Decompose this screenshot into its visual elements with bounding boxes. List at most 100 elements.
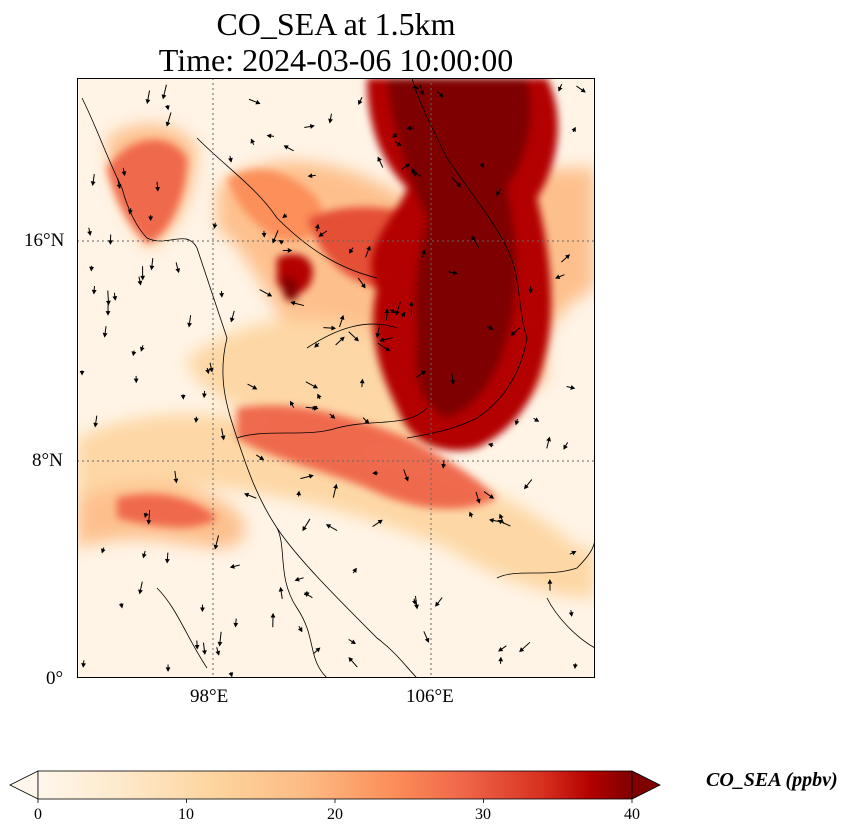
lat-tick-8n: 8°N: [32, 450, 63, 471]
wind-arrow-head: [330, 413, 336, 419]
wind-arrow-head: [372, 470, 377, 476]
wind-arrow-head: [400, 311, 406, 317]
wind-arrow-head: [339, 314, 345, 321]
wind-arrow-head: [312, 384, 319, 389]
wind-arrow-head: [499, 513, 504, 519]
wind-arrow-head: [580, 87, 586, 93]
wind-arrow-head: [421, 249, 426, 255]
wind-arrow-head: [331, 325, 337, 331]
wind-arrow-head: [252, 385, 258, 390]
wind-arrow-head: [90, 181, 96, 187]
wind-arrow-head: [180, 394, 186, 400]
figure-title-line1: CO_SEA at 1.5km: [216, 6, 456, 42]
wind-arrow-head: [487, 442, 493, 448]
wind-arrow-head: [93, 422, 99, 428]
wind-arrow-head: [333, 483, 338, 489]
wind-arrow-head: [488, 518, 494, 523]
wind-arrow-head: [108, 240, 113, 245]
wind-arrow-head: [424, 637, 430, 643]
wind-arrow-head: [105, 300, 111, 306]
wind-arrow-head: [215, 650, 221, 656]
wind-arrow-head: [438, 92, 444, 98]
wind-arrow-head: [229, 564, 235, 569]
wind-arrow-head: [272, 238, 277, 244]
wind-arrow-head: [421, 370, 427, 376]
wind-arrow-head: [435, 601, 440, 607]
figure-title-line2: Time: 2024-03-06 10:00:00: [158, 42, 514, 78]
wind-arrow-head: [570, 385, 576, 390]
wind-arrow-head: [261, 232, 267, 238]
colorbar-tick-0: 0: [34, 806, 42, 823]
wind-arrow-head: [350, 639, 356, 645]
lon-tick-106e: 106°E: [406, 686, 454, 707]
wind-arrow-head: [468, 511, 474, 517]
wind-arrow-head: [377, 156, 382, 162]
wind-arrow-head: [479, 162, 484, 168]
wind-arrow-head: [572, 664, 578, 669]
wind-arrow-head: [89, 266, 95, 272]
wind-arrow-head: [267, 292, 273, 297]
wind-arrow-head: [219, 292, 225, 298]
wind-arrow-head: [228, 157, 233, 163]
wind-arrow-head: [229, 317, 235, 323]
wind-arrow-head: [524, 484, 529, 490]
wind-arrow-head: [364, 418, 370, 424]
wind-arrow-head: [404, 476, 409, 482]
wind-arrow-head: [414, 85, 420, 91]
wind-arrow-head: [314, 223, 320, 229]
wind-arrow-head: [213, 544, 219, 550]
wind-arrow-head: [309, 124, 315, 129]
wind-arrow-head: [91, 289, 97, 295]
wind-arrow-head: [497, 519, 503, 525]
wind-arrow-head: [314, 342, 320, 348]
wind-arrow-head: [173, 478, 179, 484]
wind-arrow-head: [339, 336, 345, 342]
wind-arrow-head: [318, 232, 324, 237]
wind-arrow-head: [510, 331, 516, 337]
colorbar-extend-low: [9, 770, 39, 800]
wind-arrow-head: [220, 435, 226, 441]
wind-arrow-head: [87, 230, 92, 236]
wind-arrow-head: [302, 526, 307, 532]
wind-arrow-head: [244, 492, 250, 498]
wind-arrow-head: [390, 308, 396, 314]
wind-arrow-head: [194, 644, 200, 650]
wind-arrow-head: [131, 351, 137, 357]
wind-arrow-head: [217, 641, 223, 647]
wind-arrow-head: [137, 280, 143, 286]
wind-arrow-head: [290, 300, 296, 306]
wind-arrow-head: [405, 163, 411, 169]
colorbar-gradient: [37, 770, 633, 800]
wind-arrow-head: [360, 283, 366, 289]
wind-arrow-head: [112, 295, 118, 301]
wind-arrow-head: [138, 589, 143, 595]
wind-arrow-head: [297, 627, 303, 633]
wind-arrow-head: [146, 520, 152, 525]
wind-arrow-head: [359, 378, 365, 384]
wind-arrow-head: [406, 125, 412, 131]
wind-arrow-head: [164, 558, 170, 564]
wind-arrow-head: [441, 463, 447, 469]
wind-arrow-head: [475, 498, 481, 504]
wind-arrow-head: [289, 400, 295, 406]
wind-arrow-head: [411, 167, 416, 174]
wind-arrow-head: [266, 133, 272, 139]
wind-arrow-head: [325, 524, 332, 529]
wind-arrow-head: [175, 268, 181, 274]
wind-arrow-head: [498, 656, 504, 662]
wind-arrow-head: [547, 579, 553, 584]
wind-arrow-head: [366, 245, 371, 251]
wind-arrow-head: [315, 647, 321, 653]
wind-arrow-head: [317, 393, 322, 399]
wind-arrow-head: [116, 184, 122, 189]
wind-arrow-head: [148, 216, 154, 222]
wind-arrow-head: [555, 274, 561, 280]
wind-arrow-head: [571, 550, 577, 556]
wind-arrow-head: [348, 657, 354, 663]
wind-arrow-head: [568, 612, 574, 617]
wind-arrow-head: [228, 672, 234, 678]
wind-arrow-head: [519, 647, 525, 653]
wind-arrow-head: [278, 586, 284, 592]
wind-arrow-head: [161, 94, 167, 100]
wind-arrow-head: [385, 346, 391, 352]
